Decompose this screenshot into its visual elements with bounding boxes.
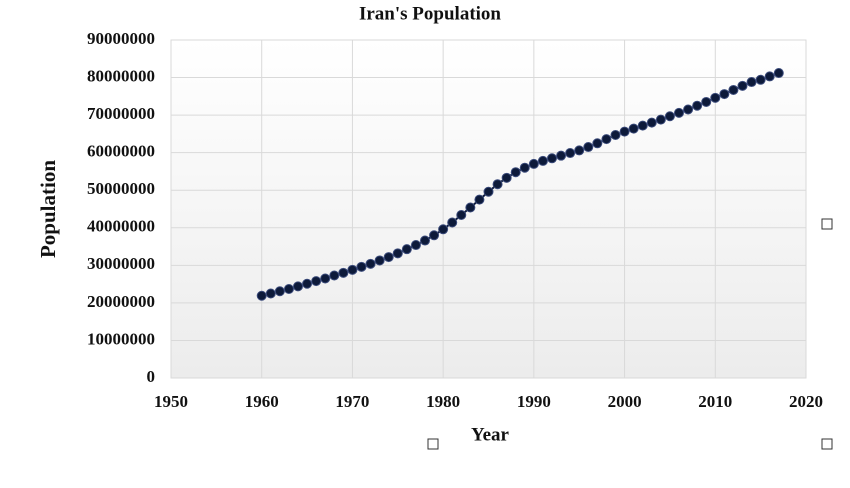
data-point bbox=[719, 89, 730, 100]
data-point bbox=[265, 288, 276, 299]
data-point bbox=[311, 276, 322, 287]
data-point bbox=[374, 255, 385, 266]
data-point bbox=[302, 278, 313, 289]
data-point bbox=[556, 150, 567, 161]
x-tick-label: 1970 bbox=[335, 392, 369, 411]
y-tick-label: 40000000 bbox=[87, 217, 155, 236]
data-point bbox=[519, 162, 530, 173]
data-point bbox=[329, 270, 340, 281]
y-tick-label: 70000000 bbox=[87, 104, 155, 123]
data-point bbox=[410, 240, 421, 251]
plot-area bbox=[170, 39, 807, 379]
resize-handle[interactable] bbox=[821, 438, 833, 450]
data-point bbox=[338, 267, 349, 278]
data-point bbox=[356, 261, 367, 272]
data-point bbox=[728, 84, 739, 95]
y-tick-label: 20000000 bbox=[87, 292, 155, 311]
data-point bbox=[274, 286, 285, 297]
data-point bbox=[664, 111, 675, 122]
data-point bbox=[646, 117, 657, 128]
data-point bbox=[447, 217, 458, 228]
data-point bbox=[746, 77, 757, 88]
data-point bbox=[674, 107, 684, 118]
data-point bbox=[429, 230, 440, 241]
data-point bbox=[365, 258, 376, 269]
marks bbox=[256, 68, 784, 301]
x-tick-label: 1960 bbox=[245, 392, 279, 411]
data-point bbox=[347, 264, 358, 275]
data-point bbox=[755, 74, 766, 85]
data-point bbox=[510, 167, 521, 178]
y-tick-label: 0 bbox=[147, 367, 156, 386]
y-tick-label: 50000000 bbox=[87, 179, 155, 198]
data-point bbox=[574, 145, 585, 156]
data-point bbox=[283, 283, 294, 294]
data-point bbox=[256, 290, 267, 301]
x-tick-label: 2000 bbox=[608, 392, 642, 411]
data-point bbox=[637, 120, 648, 131]
data-point bbox=[456, 210, 467, 221]
data-point bbox=[293, 281, 303, 292]
y-tick-label: 90000000 bbox=[87, 29, 155, 48]
data-point bbox=[438, 224, 449, 235]
data-point bbox=[474, 194, 485, 205]
x-tick-label: 2020 bbox=[789, 392, 823, 411]
data-point bbox=[692, 100, 703, 111]
y-axis-label: Population bbox=[36, 160, 60, 258]
y-tick-label: 10000000 bbox=[87, 329, 155, 348]
x-tick-label: 2010 bbox=[698, 392, 732, 411]
data-point bbox=[528, 158, 539, 169]
y-tick-label: 80000000 bbox=[87, 66, 155, 85]
data-point bbox=[619, 126, 630, 137]
data-point bbox=[537, 155, 548, 166]
x-tick-label: 1950 bbox=[154, 392, 188, 411]
data-point bbox=[565, 148, 576, 159]
x-tick-label: 1980 bbox=[426, 392, 460, 411]
y-tick-label: 60000000 bbox=[87, 142, 155, 161]
data-point bbox=[655, 114, 666, 125]
data-point bbox=[601, 134, 612, 145]
x-tick-label: 1990 bbox=[517, 392, 551, 411]
y-tick-label: 30000000 bbox=[87, 254, 155, 273]
resize-handle[interactable] bbox=[821, 218, 833, 230]
chart-title: Iran's Population bbox=[359, 3, 501, 24]
data-point bbox=[773, 68, 784, 79]
data-point bbox=[610, 130, 621, 141]
data-point bbox=[320, 273, 331, 284]
x-axis-label: Year bbox=[471, 424, 510, 445]
data-point bbox=[628, 123, 639, 134]
data-point bbox=[401, 244, 412, 255]
data-point bbox=[383, 252, 394, 263]
data-point bbox=[710, 92, 721, 103]
resize-handle[interactable] bbox=[427, 438, 439, 450]
data-point bbox=[501, 172, 512, 183]
data-point bbox=[492, 179, 503, 190]
data-point bbox=[701, 96, 712, 107]
data-point bbox=[483, 186, 494, 197]
data-point bbox=[737, 80, 748, 91]
data-point bbox=[683, 104, 694, 115]
data-point bbox=[764, 71, 775, 82]
data-point bbox=[547, 153, 557, 164]
data-point bbox=[465, 202, 476, 213]
data-point bbox=[420, 235, 430, 246]
data-point bbox=[392, 248, 403, 259]
data-point bbox=[592, 138, 603, 149]
data-point bbox=[583, 142, 594, 153]
